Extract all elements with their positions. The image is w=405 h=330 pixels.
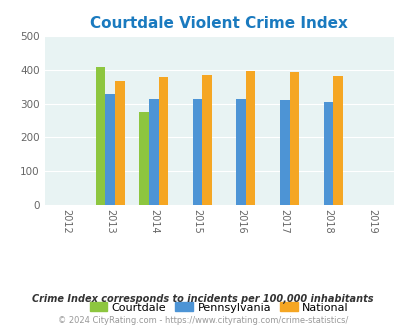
Legend: Courtdale, Pennsylvania, National: Courtdale, Pennsylvania, National <box>85 298 352 317</box>
Bar <box>323 102 333 205</box>
Bar <box>202 75 211 205</box>
Bar <box>236 99 245 205</box>
Bar <box>139 112 149 205</box>
Bar <box>96 67 105 205</box>
Bar <box>192 99 202 205</box>
Bar <box>245 71 255 205</box>
Bar <box>158 77 168 205</box>
Bar <box>149 99 158 205</box>
Bar <box>115 81 124 205</box>
Text: © 2024 CityRating.com - https://www.cityrating.com/crime-statistics/: © 2024 CityRating.com - https://www.city… <box>58 316 347 325</box>
Bar <box>333 76 342 205</box>
Bar <box>105 94 115 205</box>
Bar <box>289 72 298 205</box>
Text: Crime Index corresponds to incidents per 100,000 inhabitants: Crime Index corresponds to incidents per… <box>32 294 373 304</box>
Title: Courtdale Violent Crime Index: Courtdale Violent Crime Index <box>90 16 347 31</box>
Bar <box>279 100 289 205</box>
